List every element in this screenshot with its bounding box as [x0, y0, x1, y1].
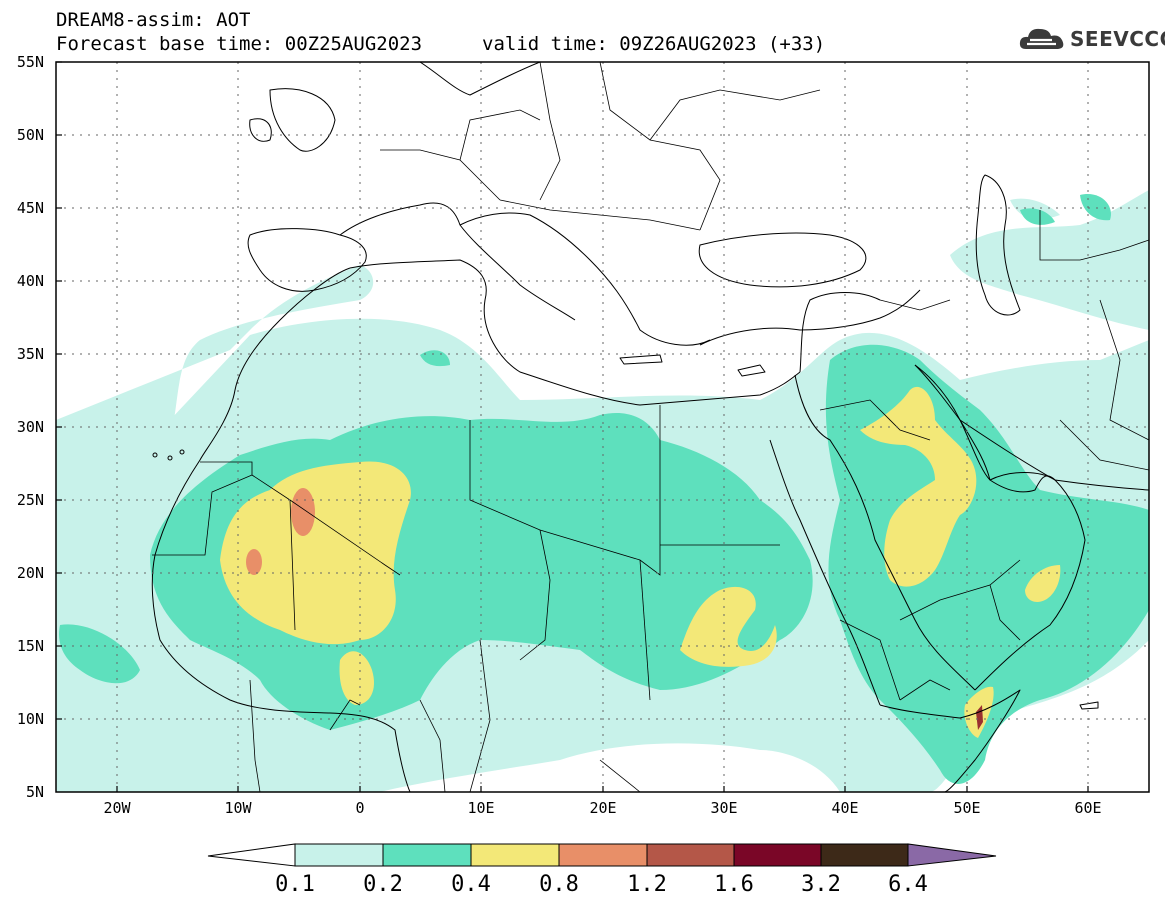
lon-label: 10E: [467, 799, 495, 817]
lon-label: 20W: [103, 799, 131, 817]
colorbar-swatch: [558, 843, 648, 867]
lat-label: 40N: [16, 272, 44, 290]
colorbar-min-arrow: [207, 843, 296, 867]
colorbar-label: 0.4: [451, 872, 491, 897]
graticule: [56, 62, 1149, 792]
colorbar-swatch: [733, 843, 822, 867]
lon-label: 30E: [710, 799, 738, 817]
aot-band-0.4: [220, 386, 1061, 738]
forecast-base-time: Forecast base time: 00Z25AUG2023: [56, 33, 423, 55]
colorbar-swatch: [470, 843, 560, 867]
lon-label: 0: [355, 799, 365, 817]
colorbar-label: 0.1: [275, 872, 315, 897]
axis-ticks: [56, 61, 1089, 792]
cloud-icon: [1019, 28, 1064, 49]
lon-label: 60E: [1074, 799, 1102, 817]
colorbar-label: 0.8: [539, 872, 579, 897]
lat-label: 15N: [16, 637, 44, 655]
colorbar-label: 1.2: [627, 872, 667, 897]
lat-label: 10N: [16, 710, 44, 728]
colorbar-swatch: [294, 843, 384, 867]
lat-label: 20N: [16, 564, 44, 582]
colorbar-max-arrow: [907, 843, 997, 867]
colorbar: [207, 843, 997, 867]
lon-label: 10W: [224, 799, 252, 817]
logo-text: SEEVCCC: [1070, 27, 1165, 51]
colorbar-swatch: [820, 843, 909, 867]
map-title: DREAM8-assim: AOT: [56, 9, 251, 31]
lat-label: 45N: [16, 199, 44, 217]
lat-label: 55N: [16, 53, 44, 71]
lat-label: 35N: [16, 345, 44, 363]
colorbar-label: 6.4: [888, 872, 928, 897]
lat-label: 50N: [16, 126, 44, 144]
lon-label: 40E: [831, 799, 859, 817]
country-borders: [152, 62, 1149, 792]
colorbar-label: 0.2: [363, 872, 403, 897]
seevccc-logo: SEEVCCC: [1018, 24, 1165, 54]
lon-label: 20E: [589, 799, 617, 817]
coastlines: [151, 62, 1149, 792]
colorbar-label: 1.6: [714, 872, 754, 897]
lat-label: 30N: [16, 418, 44, 436]
valid-time: valid time: 09Z26AUG2023 (+33): [482, 33, 826, 55]
lon-label: 50E: [953, 799, 981, 817]
lat-label: 5N: [25, 783, 44, 801]
colorbar-label: 3.2: [801, 872, 841, 897]
colorbar-swatch: [646, 843, 735, 867]
lat-label: 25N: [16, 491, 44, 509]
colorbar-swatch: [382, 843, 472, 867]
